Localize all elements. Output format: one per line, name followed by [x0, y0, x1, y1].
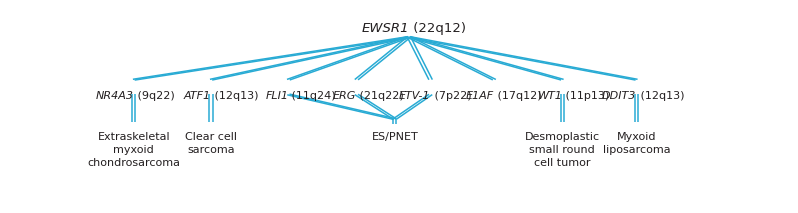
Text: (11p13): (11p13) [563, 91, 610, 101]
Text: (17q12): (17q12) [494, 91, 542, 101]
Text: DDIT3: DDIT3 [602, 91, 637, 101]
Text: ATF1: ATF1 [184, 91, 211, 101]
Text: ETV-1: ETV-1 [399, 91, 431, 101]
Text: (12q13): (12q13) [211, 91, 259, 101]
Text: (12q13): (12q13) [637, 91, 684, 101]
Text: (21q22): (21q22) [357, 91, 404, 101]
Text: ERG: ERG [333, 91, 357, 101]
Text: Myxoid
liposarcoma: Myxoid liposarcoma [602, 132, 670, 155]
Text: ES/PNET: ES/PNET [371, 132, 418, 142]
Text: (11q24): (11q24) [288, 91, 336, 101]
Text: Clear cell
sarcoma: Clear cell sarcoma [185, 132, 237, 155]
Text: (22q12): (22q12) [409, 22, 466, 35]
Text: (9q22): (9q22) [134, 91, 175, 101]
Text: (7p22): (7p22) [431, 91, 472, 101]
Text: Desmoplastic
small round
cell tumor: Desmoplastic small round cell tumor [525, 132, 600, 168]
Text: E1AF: E1AF [466, 91, 494, 101]
Text: WT1: WT1 [538, 91, 563, 101]
Text: NR4A3: NR4A3 [96, 91, 134, 101]
Text: Extraskeletal
myxoid
chondrosarcoma: Extraskeletal myxoid chondrosarcoma [87, 132, 180, 168]
Text: FLI1: FLI1 [266, 91, 288, 101]
Text: EWSR1: EWSR1 [361, 22, 409, 35]
